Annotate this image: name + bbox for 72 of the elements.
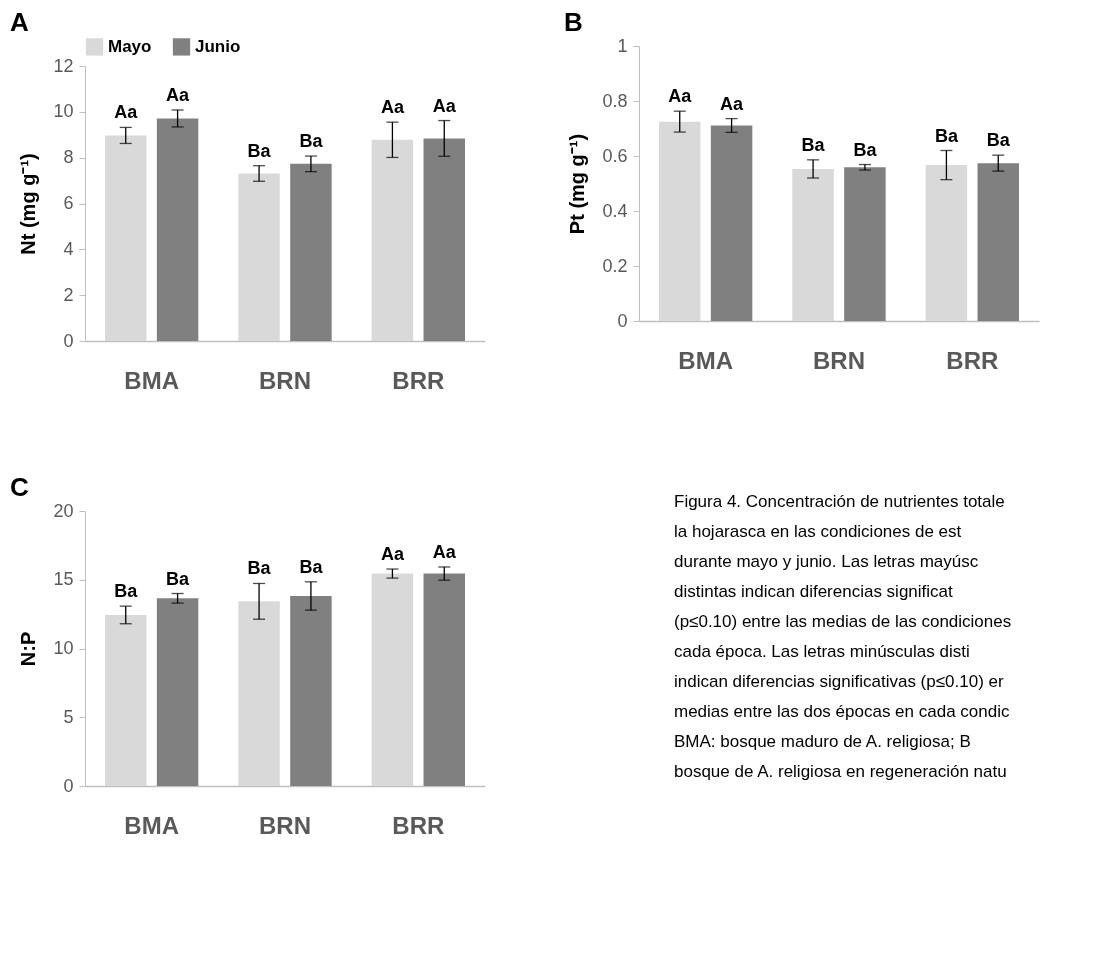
bar — [659, 121, 701, 321]
chart-title: A — [10, 7, 29, 37]
bar — [371, 139, 414, 341]
bar — [925, 165, 968, 321]
y-tick-label: 1 — [617, 35, 628, 56]
y-tick-label: 0.4 — [602, 200, 628, 221]
data-label: Ba — [934, 125, 959, 146]
chart-title: B — [564, 7, 583, 37]
legend-label: Mayo — [108, 36, 152, 56]
bar — [423, 138, 465, 341]
y-tick-label: 10 — [53, 101, 74, 122]
data-label: Aa — [380, 544, 405, 565]
bar — [290, 163, 332, 341]
y-tick-label: 0.8 — [602, 90, 628, 111]
y-tick-label: 8 — [63, 147, 74, 168]
data-label: Ba — [853, 139, 878, 160]
chart-title: C — [10, 472, 29, 502]
data-label: Ba — [114, 581, 139, 602]
y-tick-label: 0 — [617, 310, 628, 331]
bar — [792, 168, 834, 321]
data-label: Aa — [166, 85, 191, 105]
data-label: Ba — [166, 568, 191, 589]
bar — [844, 167, 886, 321]
data-label: Ba — [247, 140, 272, 161]
y-tick-label: 5 — [63, 706, 74, 727]
bar — [290, 595, 332, 786]
data-label: Aa — [432, 95, 457, 116]
bar — [238, 601, 280, 786]
y-axis-title: Nt (mg g⁻¹) — [17, 153, 40, 255]
y-tick-label: 0 — [63, 330, 74, 351]
x-tick-label: BRN — [259, 811, 311, 839]
bar — [371, 573, 414, 786]
y-axis-title: Pt (mg g⁻¹) — [566, 133, 589, 235]
legend-label: Junio — [195, 36, 241, 56]
y-tick-label: 20 — [53, 500, 74, 521]
x-tick-label: BMA — [124, 811, 179, 839]
y-tick-label: 15 — [53, 569, 74, 590]
y-axis-title: N:P — [17, 631, 40, 667]
text: Figura 4. Concentración de nutrientes totale la hojarasca en las condiciones de est durante mayo y junio. Las letras mayúsc distintas indican diferencias significat (p≤0.10) entre las medias de las condiciones cada época. Las letras minúsculas disti indican diferencias significativas (p≤0.10) er medias entre las dos épocas en cada condic BMA: bosque maduro de A. religiosa; B bosque de A. religiosa en regeneración natu — [674, 492, 1012, 781]
bar — [156, 118, 199, 341]
data-label: Aa — [114, 102, 139, 123]
data-label: Ba — [299, 131, 324, 152]
bar — [423, 573, 465, 786]
data-label: Ba — [986, 130, 1011, 151]
data-label: Aa — [432, 541, 457, 562]
data-label: Ba — [801, 134, 826, 155]
y-tick-label: 4 — [63, 238, 74, 259]
bar — [105, 614, 147, 786]
data-label: Aa — [668, 86, 693, 107]
data-label: Ba — [299, 556, 324, 577]
y-tick-label: 2 — [63, 284, 74, 305]
x-tick-label: BRN — [259, 366, 311, 394]
y-tick-label: 12 — [53, 55, 74, 76]
x-tick-label: BMA — [678, 346, 733, 374]
bar — [105, 135, 147, 341]
bar — [710, 125, 753, 321]
data-label: Ba — [247, 558, 272, 579]
bar — [238, 173, 280, 341]
x-tick-label: BRR — [392, 366, 445, 394]
x-tick-label: BMA — [124, 366, 179, 394]
y-tick-label: 0 — [63, 775, 74, 796]
y-tick-label: 10 — [53, 638, 74, 658]
x-tick-label: BRR — [946, 346, 999, 374]
bar — [156, 598, 199, 786]
bar — [977, 163, 1019, 321]
data-label: Aa — [380, 97, 405, 118]
data-label: Aa — [720, 93, 745, 114]
x-tick-label: BRN — [813, 346, 865, 374]
y-tick-label: 6 — [63, 193, 74, 213]
x-tick-label: BRR — [392, 811, 445, 839]
y-tick-label: 0.6 — [602, 145, 628, 166]
y-tick-label: 0.2 — [602, 255, 628, 276]
